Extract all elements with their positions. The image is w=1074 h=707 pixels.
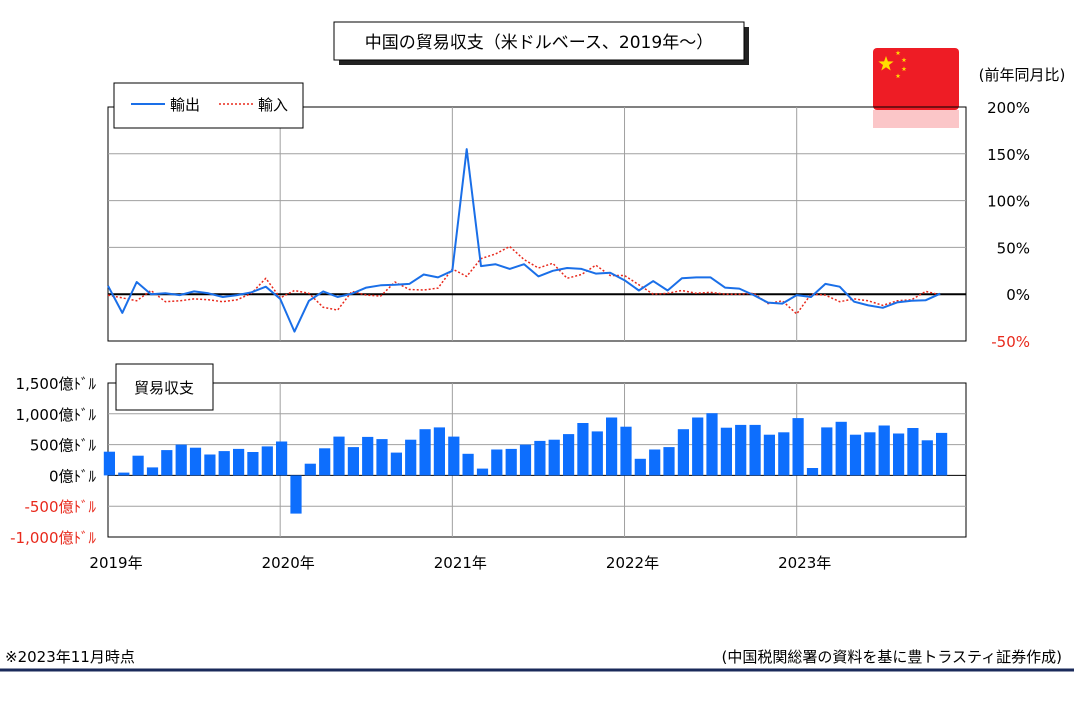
y-tick-label-right: 50%: [997, 239, 1030, 257]
balance-panel-label: 貿易収支: [134, 379, 194, 397]
balance-bar: [290, 475, 302, 514]
footnote-source: (中国税関総署の資料を基に豊トラスティ証券作成): [721, 648, 1062, 666]
balance-bar: [563, 434, 575, 476]
balance-bar: [806, 468, 819, 476]
balance-bar: [792, 418, 804, 476]
y-unit-label: (前年同月比): [979, 66, 1066, 84]
balance-bar: [936, 432, 948, 476]
balance-bar: [663, 447, 675, 476]
balance-bar: [189, 447, 202, 476]
balance-bar: [118, 472, 130, 476]
x-tick-label: 2021年: [434, 554, 487, 572]
balance-bar: [692, 417, 704, 476]
balance-bar: [893, 433, 905, 476]
flag-star-icon: [895, 73, 901, 79]
balance-bar: [405, 439, 417, 476]
balance-bar: [175, 444, 187, 476]
x-tick-label: 2019年: [89, 554, 142, 572]
balance-bar: [433, 427, 445, 476]
balance-bar: [649, 449, 661, 476]
flag-star-icon: [901, 66, 907, 72]
y-tick-label-right: -50%: [991, 333, 1030, 351]
balance-bar: [476, 468, 489, 476]
x-tick-label: 2022年: [606, 554, 659, 572]
balance-bar: [620, 426, 632, 476]
flag-star-icon: [895, 50, 901, 56]
balance-bar: [333, 436, 345, 476]
balance-bar: [720, 427, 732, 476]
balance-bar: [161, 450, 173, 476]
balance-bar: [706, 413, 718, 476]
balance-bar: [247, 452, 259, 476]
y-tick-label-left: 0億ﾄﾞﾙ: [49, 467, 97, 485]
balance-bar: [821, 427, 833, 476]
balance-bar: [462, 453, 474, 476]
balance-bar: [778, 432, 790, 476]
balance-bar: [677, 429, 689, 476]
y-tick-label-left: -1,000億ﾄﾞﾙ: [10, 529, 96, 547]
legend-label-export: 輸出: [170, 96, 200, 114]
balance-bar: [735, 424, 747, 476]
balance-bar: [548, 439, 560, 476]
balance-bar: [491, 449, 503, 476]
balance-bar: [319, 448, 331, 476]
china-flag-icon: [873, 48, 959, 128]
y-tick-label-right: 150%: [987, 146, 1030, 164]
balance-bar: [204, 454, 216, 476]
chart-title: 中国の貿易収支（米ドルベース、2019年～）: [365, 33, 713, 53]
balance-bar: [519, 444, 532, 476]
flag-star-icon: [878, 56, 894, 71]
balance-bar: [233, 448, 245, 476]
balance-bar: [390, 452, 402, 476]
balance-bar: [146, 467, 159, 476]
balance-bar: [261, 446, 273, 476]
title-box: [333, 21, 745, 61]
upper-plot-frame: [107, 106, 967, 342]
balance-bar: [419, 429, 431, 476]
balance-bar: [878, 425, 890, 476]
series-line-export: [107, 148, 941, 333]
balance-bar: [907, 428, 919, 476]
legend: 輸出 輸入: [113, 82, 304, 129]
y-tick-label-right: 200%: [987, 99, 1030, 117]
balance-bar: [921, 440, 933, 476]
flag-star-icon: [901, 57, 907, 63]
balance-bar: [849, 434, 862, 476]
balance-bar: [763, 434, 775, 476]
balance-bar: [634, 458, 646, 476]
balance-bar: [864, 432, 876, 476]
footnote-date: ※2023年11月時点: [5, 648, 135, 666]
balance-bar: [606, 417, 618, 476]
y-tick-label-left: 1,500億ﾄﾞﾙ: [16, 375, 97, 393]
y-tick-label-right: 0%: [1006, 286, 1030, 304]
balance-bar: [591, 431, 603, 476]
balance-bar: [376, 439, 388, 476]
series-line-import: [107, 245, 941, 315]
balance-label-box: [115, 363, 214, 411]
x-tick-label: 2023年: [778, 554, 831, 572]
balance-bar: [577, 423, 589, 476]
y-tick-label-left: -500億ﾄﾞﾙ: [24, 498, 96, 516]
balance-bar: [835, 421, 847, 476]
y-tick-label-left: 500億ﾄﾞﾙ: [30, 437, 97, 455]
balance-bar: [218, 451, 230, 476]
balance-bar: [534, 440, 546, 476]
balance-bar: [276, 441, 288, 476]
y-tick-label-left: 1,000億ﾄﾞﾙ: [16, 406, 97, 424]
balance-bar: [132, 455, 144, 476]
x-tick-label: 2020年: [262, 554, 315, 572]
balance-bar: [304, 463, 316, 476]
balance-bar: [448, 436, 460, 476]
balance-bar: [362, 436, 374, 476]
balance-bar: [347, 447, 359, 476]
balance-bar: [103, 451, 115, 476]
legend-box: [113, 82, 304, 129]
balance-bar: [749, 424, 761, 476]
balance-bar: [505, 448, 517, 476]
legend-label-import: 輸入: [258, 96, 288, 114]
y-tick-label-right: 100%: [987, 193, 1030, 211]
